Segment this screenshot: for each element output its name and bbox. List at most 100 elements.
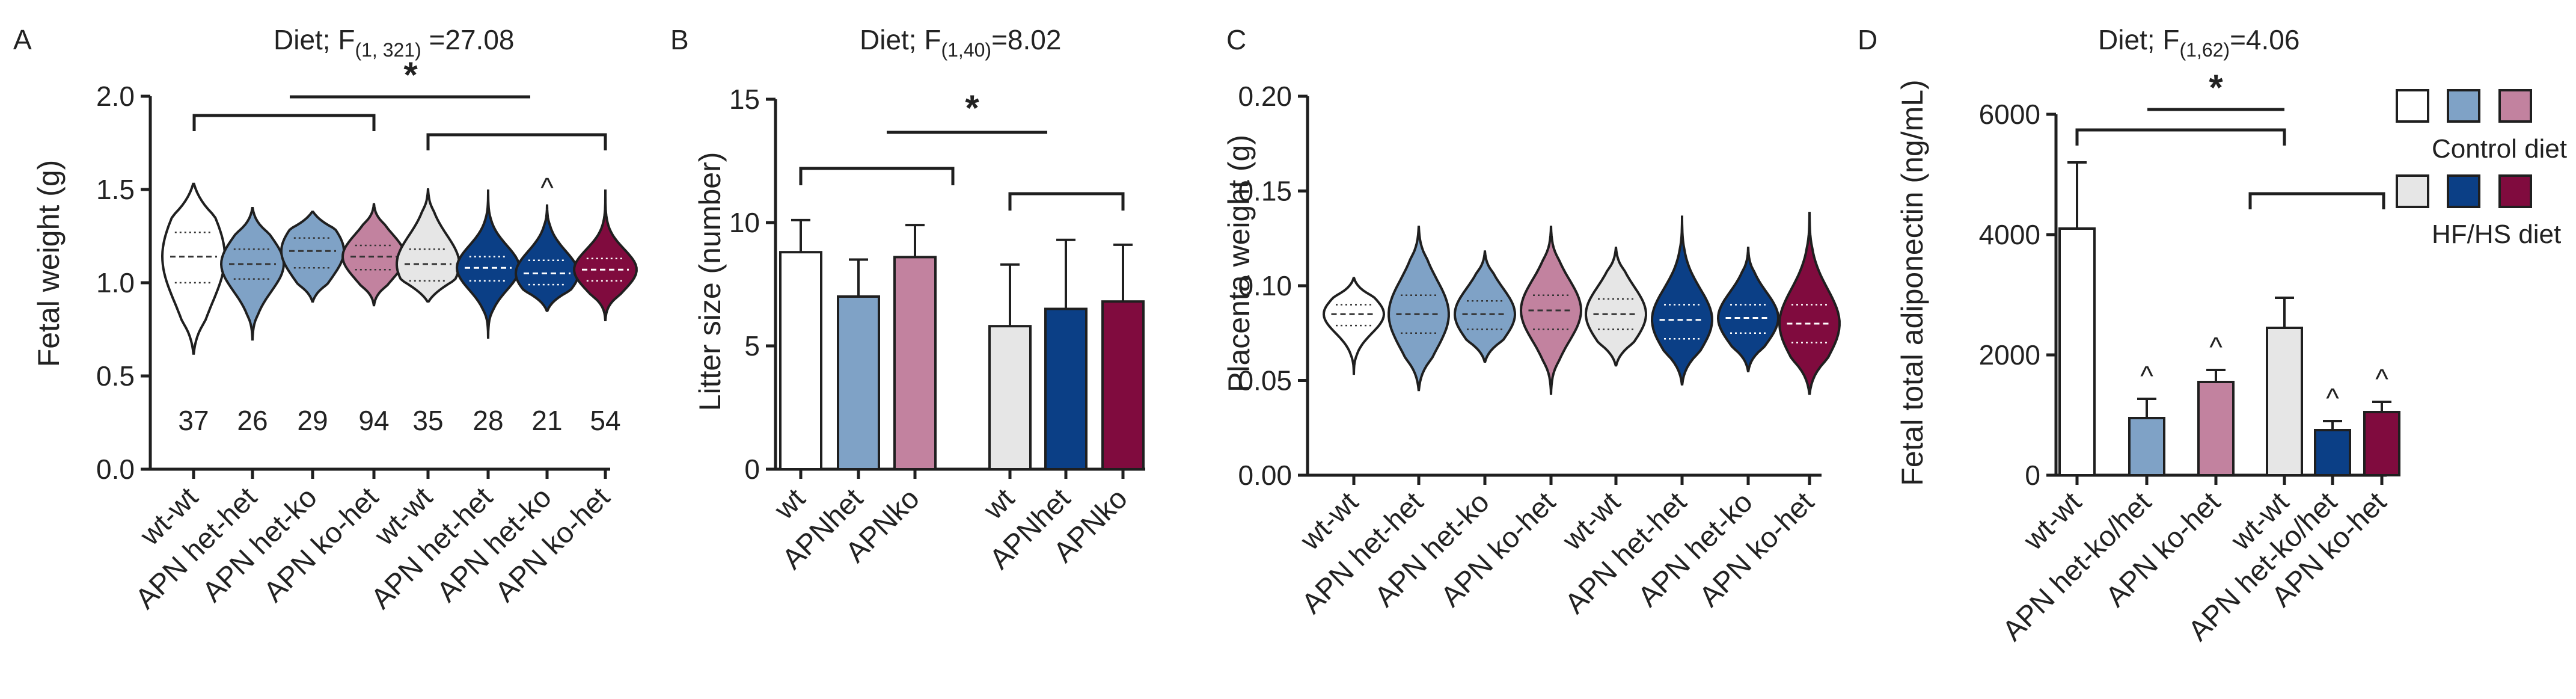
- violin: [514, 204, 580, 312]
- significance-brackets-a: [192, 95, 607, 150]
- y-tick-label: 0.10: [1238, 270, 1292, 301]
- bar: [988, 325, 1032, 471]
- marks-c: [1322, 212, 1841, 395]
- panel-letter-c: C: [1226, 24, 1246, 55]
- y-tick-label: 2.0: [96, 81, 135, 112]
- x-category-label: wt: [977, 482, 1021, 526]
- y-tick-label: 0.05: [1238, 365, 1292, 396]
- y-tick-label: 6000: [1979, 99, 2040, 130]
- n-label: 21: [531, 405, 562, 436]
- legend-hfhs-label: HF/HS diet: [2432, 220, 2561, 249]
- marks-a: ^: [161, 172, 638, 355]
- violin: [1650, 215, 1714, 386]
- y-tick-label: 1.5: [96, 174, 135, 205]
- violin: [395, 188, 461, 303]
- n-label: 94: [358, 405, 389, 436]
- y-tick-label: 0: [2025, 460, 2040, 491]
- panel-a: A Diet; F(1, 321) =27.08 Fetal weight (g…: [13, 24, 638, 615]
- bar: [779, 251, 822, 470]
- n-label: 35: [412, 405, 443, 436]
- significance-star-a: *: [403, 55, 418, 95]
- violin: [1387, 226, 1450, 392]
- n-label: 29: [297, 405, 328, 436]
- violin: [455, 189, 521, 339]
- bar: [1044, 307, 1088, 470]
- y-axis-label-c: Placenta weight (g): [1222, 135, 1256, 392]
- y-tick-label: 2000: [1979, 339, 2040, 371]
- y-axis-label-d: Fetal total adiponectin (ng/mL): [1895, 79, 1929, 485]
- panel-letter-a: A: [13, 24, 32, 55]
- significance-brackets-d: [2075, 108, 2385, 209]
- panel-d: D Diet; F(1,62)=4.06 Fetal total adipone…: [1858, 24, 2400, 647]
- y-tick-label: 10: [729, 207, 760, 238]
- panel-b-stat: Diet; F(1,40)=8.02: [860, 24, 1061, 61]
- y-tick-label: 5: [744, 330, 760, 362]
- y-axis-label-a: Fetal weight (g): [32, 160, 66, 368]
- x-category-label: wt: [768, 482, 812, 526]
- legend-control-label: Control diet: [2432, 134, 2567, 164]
- caret-marker: ^: [2326, 383, 2339, 414]
- violin: [341, 203, 407, 307]
- bar: [1101, 300, 1145, 470]
- axes-c: 0.00 0.05 0.10 0.15 0.20: [1238, 81, 1822, 491]
- significance-star-b: *: [965, 88, 979, 128]
- caret-marker: ^: [540, 172, 554, 203]
- violin: [280, 211, 345, 303]
- significance-brackets-b: [799, 131, 1125, 211]
- n-labels-a: 37 26 29 94 35 28 21 54: [178, 405, 620, 436]
- bar: [2363, 411, 2400, 476]
- legend-swatch-control-blue: [2447, 89, 2480, 123]
- bar: [2266, 327, 2303, 476]
- violin: [161, 182, 227, 355]
- panel-c: C Placenta weight (g) 0.000.050.100.150.…: [1222, 24, 1841, 620]
- y-tick-label: 15: [729, 84, 760, 115]
- caret-marker: ^: [2209, 331, 2223, 363]
- bar: [2314, 429, 2351, 476]
- n-label: 54: [590, 405, 620, 436]
- n-label: 28: [473, 405, 503, 436]
- legend-swatch-control-pink: [2498, 89, 2532, 123]
- violin: [219, 207, 286, 341]
- caret-marker: ^: [2375, 363, 2388, 395]
- y-tick-label: 0.5: [96, 360, 135, 392]
- y-tick-label: 0.20: [1238, 81, 1292, 112]
- n-label: 26: [237, 405, 268, 436]
- violin: [573, 189, 638, 321]
- violin: [1716, 247, 1780, 372]
- y-axis-label-b: Litter size (number): [693, 152, 727, 411]
- legend-swatch-control-white: [2396, 89, 2429, 123]
- axes-a: 0.0 0.5 1.0 1.5 2.0: [96, 81, 610, 485]
- marks-b: [779, 218, 1145, 471]
- y-tick-label: 0: [744, 454, 760, 485]
- y-tick-label: 4000: [1979, 219, 2040, 250]
- panel-letter-b: B: [670, 24, 689, 55]
- violin: [1322, 277, 1386, 375]
- panel-letter-d: D: [1858, 24, 1877, 55]
- legend-swatch-hfhs-maroon: [2498, 174, 2532, 208]
- y-tick-label: 0.00: [1238, 460, 1292, 491]
- legend: Control diet HF/HS diet: [2396, 89, 2567, 249]
- y-tick-label: 0.0: [96, 454, 135, 485]
- y-tick-label: 0.15: [1238, 176, 1292, 207]
- legend-swatch-hfhs-gray: [2396, 174, 2429, 208]
- significance-star-d: *: [2209, 67, 2223, 108]
- marks-d: ^ ^ ^ ^: [2058, 161, 2400, 476]
- legend-swatch-hfhs-navy: [2447, 174, 2480, 208]
- n-label: 37: [178, 405, 209, 436]
- panel-d-stat: Diet; F(1,62)=4.06: [2098, 24, 2299, 61]
- bar: [837, 295, 880, 470]
- y-tick-label: 1.0: [96, 267, 135, 298]
- violin: [1453, 250, 1517, 363]
- panel-b: B Diet; F(1,40)=8.02 Litter size (number…: [670, 24, 1145, 576]
- panel-a-stat: Diet; F(1, 321) =27.08: [274, 24, 515, 61]
- caret-marker: ^: [2140, 360, 2153, 392]
- bar: [2197, 381, 2235, 476]
- violin: [1584, 247, 1648, 367]
- bar: [893, 256, 937, 470]
- bar: [2128, 417, 2165, 476]
